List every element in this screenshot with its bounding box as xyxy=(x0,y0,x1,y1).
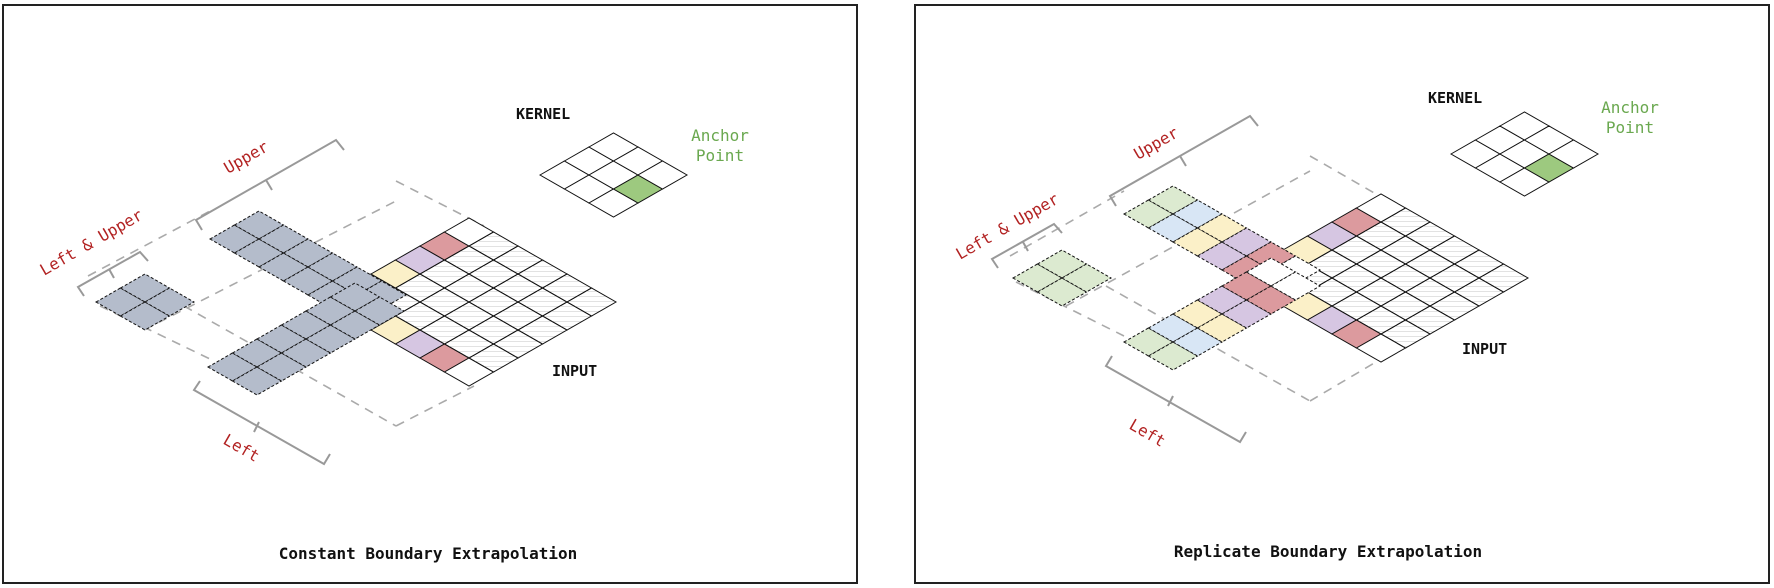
projection-guide-line xyxy=(87,210,211,277)
projection-guide-line xyxy=(1065,170,1311,307)
kernel-label: KERNEL xyxy=(516,105,570,123)
region-brackets xyxy=(990,114,1259,444)
region-bracket xyxy=(194,138,345,231)
kernel-cell xyxy=(636,160,689,190)
anchor-point-label-line1: Anchor xyxy=(691,126,749,145)
region-bracket xyxy=(76,250,149,297)
projection-guide-line xyxy=(1009,190,1125,257)
projection-guide-line xyxy=(183,305,397,427)
left-cell xyxy=(353,296,406,326)
replicate-diagram: KERNEL Anchor Point INPUT Left & Upper U… xyxy=(953,89,1660,561)
grid-cells xyxy=(1011,111,1600,371)
constant-diagram: KERNEL Anchor Point INPUT Left & Upper U… xyxy=(37,105,750,563)
region-bracket xyxy=(990,222,1063,269)
grid-cells xyxy=(94,132,689,396)
region-bracket xyxy=(192,380,331,466)
projection-guide-line xyxy=(1309,361,1377,402)
projection-guide-line xyxy=(395,385,475,427)
anchor-point-label-line2: Point xyxy=(1606,118,1654,137)
constant-extrapolation-panel: KERNEL Anchor Point INPUT Left & Upper U… xyxy=(2,4,858,584)
input-cell xyxy=(1477,263,1530,293)
region-label-upper: Upper xyxy=(221,137,273,178)
region-label-left-upper: Left & Upper xyxy=(37,205,147,279)
region-bracket xyxy=(1108,114,1259,207)
region-label-upper: Upper xyxy=(1131,123,1183,164)
left-upper-cell xyxy=(1060,263,1113,293)
kernel-label: KERNEL xyxy=(1428,89,1482,107)
region-label-left-upper: Left & Upper xyxy=(953,189,1063,263)
projection-guide-line xyxy=(1309,155,1377,195)
anchor-point-label-line2: Point xyxy=(696,146,744,165)
input-cell xyxy=(565,287,618,317)
projection-guides xyxy=(1009,155,1377,402)
input-label: INPUT xyxy=(1462,340,1507,358)
replicate-extrapolation-panel: KERNEL Anchor Point INPUT Left & Upper U… xyxy=(914,4,1770,584)
left-upper-cell xyxy=(143,287,196,317)
region-brackets xyxy=(76,138,345,466)
region-bracket xyxy=(1104,355,1247,444)
input-label: INPUT xyxy=(552,362,597,380)
panel-caption: Replicate Boundary Extrapolation xyxy=(1174,542,1482,561)
kernel-cell xyxy=(1547,139,1600,169)
left-cell xyxy=(1269,271,1322,301)
projection-guide-line xyxy=(1015,281,1125,337)
anchor-point-label-line1: Anchor xyxy=(1601,98,1659,117)
region-label-left: Left xyxy=(220,430,263,466)
panel-caption: Constant Boundary Extrapolation xyxy=(279,544,578,563)
region-label-left: Left xyxy=(1126,415,1169,451)
